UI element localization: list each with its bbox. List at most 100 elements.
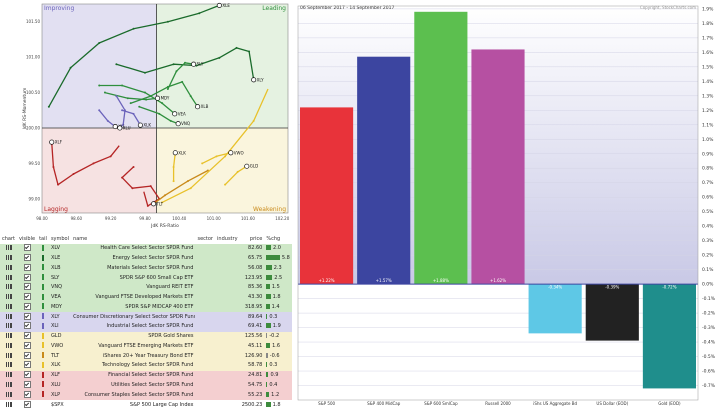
head-marker[interactable] — [155, 95, 161, 101]
chart-cell[interactable] — [0, 273, 17, 283]
tail-cell[interactable] — [37, 303, 49, 313]
head-marker[interactable] — [175, 121, 181, 127]
chart-icon[interactable] — [5, 362, 12, 368]
visible-checkbox[interactable] — [23, 332, 31, 340]
bar[interactable] — [357, 56, 411, 285]
visible-cell[interactable] — [17, 273, 37, 283]
head-marker[interactable] — [191, 61, 197, 67]
chart-cell[interactable] — [0, 254, 17, 264]
chart-icon[interactable] — [5, 381, 12, 387]
table-row[interactable]: GLD SPDR Gold Shares 125.56 -0.2 — [0, 331, 292, 342]
table-row[interactable]: XLB Materials Select Sector SPDR Fund 56.0… — [0, 263, 292, 274]
symbol-cell[interactable]: TLT — [50, 352, 60, 359]
chart-cell[interactable] — [0, 322, 17, 332]
visible-checkbox[interactable] — [23, 244, 31, 252]
visible-cell[interactable] — [17, 390, 37, 400]
visible-cell[interactable] — [17, 244, 37, 254]
tail-cell[interactable] — [37, 244, 49, 254]
chart-cell[interactable] — [0, 400, 17, 410]
head-marker[interactable] — [244, 163, 250, 169]
symbol-cell[interactable]: XLV — [50, 245, 61, 252]
tail-cell[interactable] — [37, 371, 49, 381]
table-row[interactable]: XLE Energy Select Sector SPDR Fund 65.75 5.… — [0, 253, 292, 264]
symbol-cell[interactable]: XLE — [50, 255, 61, 262]
tail-cell[interactable] — [37, 264, 49, 274]
chart-cell[interactable] — [0, 342, 17, 352]
chart-cell[interactable] — [0, 303, 17, 313]
visible-checkbox[interactable] — [23, 371, 31, 379]
tail-cell[interactable] — [37, 312, 49, 322]
visible-checkbox[interactable] — [23, 400, 31, 408]
chart-icon[interactable] — [5, 303, 12, 309]
col-header-name[interactable]: name — [71, 234, 196, 244]
tail-cell[interactable] — [37, 342, 49, 352]
head-marker[interactable] — [49, 139, 55, 145]
symbol-cell[interactable]: XLB — [50, 264, 61, 271]
visible-checkbox[interactable] — [23, 273, 31, 281]
chart-icon[interactable] — [5, 294, 12, 300]
symbol-cell[interactable]: XLP — [50, 391, 61, 398]
visible-cell[interactable] — [17, 254, 37, 264]
head-marker[interactable] — [251, 77, 257, 83]
tail-cell[interactable] — [37, 332, 49, 342]
col-header-symbol[interactable]: symbol — [48, 234, 72, 244]
symbol-cell[interactable]: SLY — [50, 274, 60, 281]
head-marker[interactable] — [228, 150, 234, 156]
symbol-cell[interactable]: MDY — [50, 303, 62, 310]
tail-cell[interactable] — [37, 390, 49, 400]
chart-cell[interactable] — [0, 351, 17, 361]
tail-cell[interactable] — [37, 283, 49, 293]
visible-checkbox[interactable] — [23, 263, 31, 271]
bar[interactable] — [300, 107, 354, 285]
chart-icon[interactable] — [5, 401, 12, 407]
symbol-cell[interactable]: XLK — [50, 362, 61, 369]
visible-checkbox[interactable] — [23, 390, 31, 398]
symbol-cell[interactable]: XLF — [50, 372, 61, 379]
head-marker[interactable] — [172, 111, 178, 117]
visible-cell[interactable] — [17, 380, 37, 391]
table-row[interactable]: VNQ Vanguard REIT ETF 85.36 1.5 — [0, 283, 292, 293]
symbol-cell[interactable]: VNQ — [50, 284, 63, 291]
symbol-cell[interactable]: VEA — [50, 294, 61, 301]
visible-checkbox[interactable] — [23, 293, 31, 301]
visible-checkbox[interactable] — [23, 283, 31, 291]
head-marker[interactable] — [137, 122, 143, 128]
chart-cell[interactable] — [0, 293, 17, 303]
tail-cell[interactable] — [37, 361, 49, 371]
chart-cell[interactable] — [0, 332, 17, 342]
table-row[interactable]: TLT iShares 20+ Year Treasury Bond ETF 126… — [0, 351, 292, 361]
chart-icon[interactable] — [5, 342, 12, 348]
col-header-industry[interactable]: industry — [215, 234, 240, 244]
chart-cell[interactable] — [0, 312, 17, 322]
symbol-cell[interactable]: $SPX — [50, 401, 64, 408]
table-row[interactable]: XLY Consumer Discretionary Select Sector … — [0, 312, 292, 322]
visible-checkbox[interactable] — [23, 361, 31, 369]
col-header-visible[interactable]: visible — [17, 234, 38, 244]
col-header-sector[interactable]: sector — [195, 234, 216, 244]
chart-cell[interactable] — [0, 244, 17, 254]
visible-cell[interactable] — [17, 283, 37, 293]
visible-cell[interactable] — [17, 312, 37, 322]
table-row[interactable]: XLK Technology Select Sector SPDR Fund 58.… — [0, 361, 292, 371]
col-header-chart[interactable]: chart — [0, 234, 18, 244]
symbol-cell[interactable]: XLY — [50, 313, 60, 320]
table-row[interactable]: XLI Industrial Select Sector SPDR Fund 69.… — [0, 322, 292, 332]
chart-icon[interactable] — [5, 274, 12, 280]
visible-cell[interactable] — [17, 332, 37, 342]
visible-cell[interactable] — [17, 341, 37, 352]
tail-cell[interactable] — [37, 351, 49, 361]
head-marker[interactable] — [216, 2, 222, 8]
head-marker[interactable] — [117, 125, 123, 131]
chart-cell[interactable] — [0, 361, 17, 371]
chart-icon[interactable] — [5, 391, 12, 397]
visible-checkbox[interactable] — [23, 254, 31, 262]
table-row[interactable]: MDY SPDR S&P MIDCAP 400 ETF 318.95 1.4 — [0, 302, 292, 313]
bar[interactable] — [528, 284, 582, 334]
table-row[interactable]: XLU Utilities Select Sector SPDR Fund 54.7… — [0, 380, 292, 391]
col-header-tail[interactable]: tail — [37, 234, 49, 244]
tail-cell[interactable] — [37, 254, 49, 264]
bar[interactable] — [471, 49, 525, 285]
visible-checkbox[interactable] — [23, 322, 31, 330]
head-marker[interactable] — [172, 150, 178, 156]
head-marker[interactable] — [151, 201, 157, 207]
